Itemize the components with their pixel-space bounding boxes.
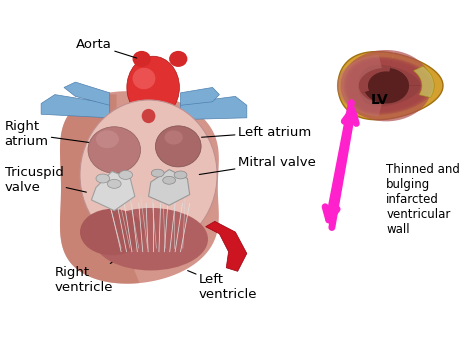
Polygon shape	[348, 60, 429, 111]
Ellipse shape	[127, 56, 179, 119]
Text: Right
atrium: Right atrium	[5, 120, 89, 148]
Text: LV: LV	[371, 93, 388, 107]
Ellipse shape	[96, 174, 109, 183]
Polygon shape	[148, 170, 190, 205]
Ellipse shape	[142, 109, 155, 123]
Ellipse shape	[151, 169, 164, 177]
Text: Right
ventricle: Right ventricle	[55, 262, 113, 294]
Polygon shape	[337, 55, 382, 117]
Polygon shape	[350, 61, 427, 110]
Ellipse shape	[88, 127, 141, 173]
Text: Left atrium: Left atrium	[201, 126, 311, 139]
Polygon shape	[340, 50, 394, 98]
Ellipse shape	[174, 171, 187, 179]
Ellipse shape	[96, 130, 119, 148]
Polygon shape	[41, 95, 109, 118]
Polygon shape	[60, 91, 219, 284]
Ellipse shape	[80, 100, 217, 250]
Text: Mitral valve: Mitral valve	[199, 156, 316, 175]
Ellipse shape	[133, 68, 155, 89]
Polygon shape	[345, 58, 433, 114]
Polygon shape	[344, 57, 434, 115]
Polygon shape	[390, 50, 432, 86]
Text: Tricuspid
valve: Tricuspid valve	[5, 166, 86, 194]
Ellipse shape	[163, 176, 175, 184]
Polygon shape	[413, 66, 434, 97]
Polygon shape	[206, 221, 247, 271]
Ellipse shape	[133, 51, 151, 67]
Polygon shape	[181, 96, 247, 120]
Polygon shape	[347, 59, 431, 112]
Ellipse shape	[164, 130, 183, 145]
Polygon shape	[358, 65, 420, 106]
Polygon shape	[338, 52, 443, 120]
Polygon shape	[181, 87, 219, 105]
Text: Aorta: Aorta	[76, 38, 137, 58]
Ellipse shape	[169, 51, 187, 67]
Text: Left
ventricle: Left ventricle	[188, 271, 257, 301]
Ellipse shape	[94, 208, 208, 271]
Polygon shape	[64, 82, 109, 105]
Ellipse shape	[80, 209, 144, 255]
Ellipse shape	[155, 126, 201, 167]
Ellipse shape	[119, 171, 133, 180]
Polygon shape	[344, 86, 432, 121]
Polygon shape	[60, 94, 139, 283]
Text: Thinned and
bulging
infarcted
ventricular
wall: Thinned and bulging infarcted ventricula…	[386, 164, 460, 236]
Ellipse shape	[108, 180, 121, 188]
Polygon shape	[91, 171, 135, 211]
